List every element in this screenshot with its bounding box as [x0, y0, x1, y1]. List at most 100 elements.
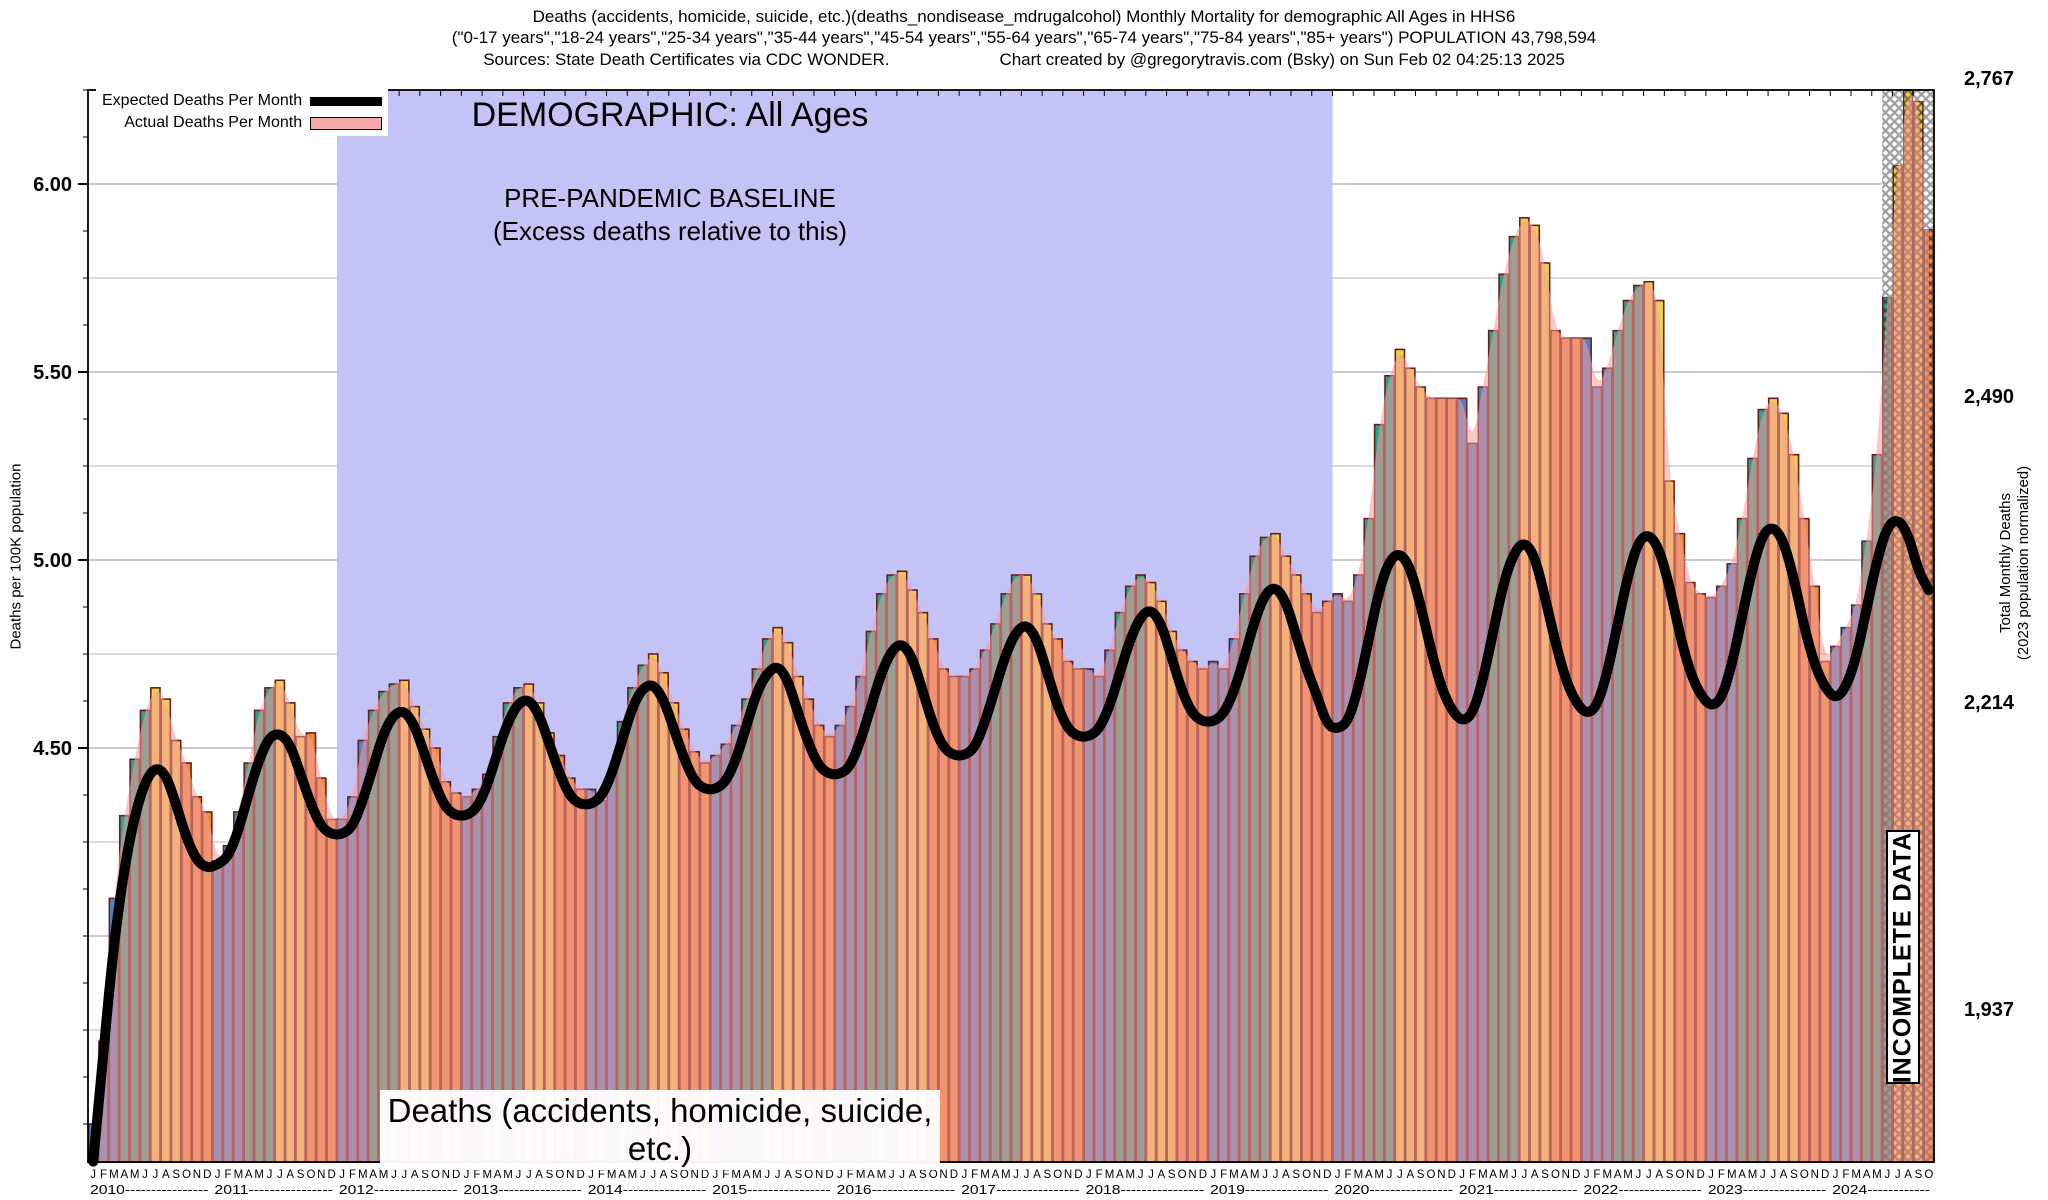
month-letter: J [713, 1169, 719, 1181]
month-letter: F [1469, 1169, 1476, 1181]
month-letter: D [825, 1169, 833, 1181]
month-letter: A [784, 1169, 792, 1181]
month-letter: O [804, 1169, 813, 1181]
month-letter: N [1188, 1169, 1196, 1181]
month-letter: N [1811, 1169, 1819, 1181]
month-letter: M [130, 1169, 140, 1181]
month-letter: D [950, 1169, 958, 1181]
month-letter: F [1718, 1169, 1725, 1181]
month-letter: A [1158, 1169, 1166, 1181]
month-letter: F [1096, 1169, 1103, 1181]
month-letter: F [349, 1169, 356, 1181]
month-letter: J [1387, 1169, 1393, 1181]
month-letter: A [1614, 1169, 1622, 1181]
header-sources: Sources: State Death Certificates via CD… [483, 49, 890, 69]
header-credit: Chart created by @gregorytravis.com (Bsk… [999, 49, 1565, 69]
month-letter: M [628, 1169, 638, 1181]
month-letter: M [379, 1169, 389, 1181]
month-letter: N [566, 1169, 574, 1181]
month-letter: A [1655, 1169, 1663, 1181]
month-letter: O [1302, 1169, 1311, 1181]
month-letter: A [1406, 1169, 1414, 1181]
month-letter: J [899, 1169, 905, 1181]
year-label: 2021---------------- [1459, 1182, 1577, 1197]
month-letter: N [939, 1169, 947, 1181]
month-letter: A [1241, 1169, 1249, 1181]
month-letter: O [1924, 1169, 1933, 1181]
baseline-annotation: PRE-PANDEMIC BASELINE (Excess deaths rel… [330, 182, 1010, 247]
legend-expected-label: Expected Deaths Per Month [102, 92, 303, 109]
month-letter: J [1397, 1169, 1403, 1181]
chart-header: Deaths (accidents, homicide, suicide, et… [0, 6, 2048, 70]
legend-expected-row: Expected Deaths Per Month [102, 90, 383, 112]
expected-deaths-line [88, 516, 1934, 1167]
month-letter: M [1001, 1169, 1011, 1181]
month-letter: A [992, 1169, 1000, 1181]
month-letter: M [1478, 1169, 1488, 1181]
month-letter: J [1273, 1169, 1279, 1181]
year-label: 2012---------------- [339, 1182, 457, 1197]
month-letter: N [193, 1169, 201, 1181]
month-letter: N [1437, 1169, 1445, 1181]
month-letter: S [546, 1169, 554, 1181]
month-letter: S [421, 1169, 429, 1181]
right-tick-label: 2,490 [1964, 386, 2014, 408]
month-letter: D [1323, 1169, 1331, 1181]
left-tick-label: 6.00 [33, 174, 72, 196]
month-letter: J [1511, 1169, 1517, 1181]
month-letter: A [286, 1169, 294, 1181]
month-letter: M [731, 1169, 741, 1181]
month-letter: A [1738, 1169, 1746, 1181]
month-letter: O [1178, 1169, 1187, 1181]
month-letter: O [1675, 1169, 1684, 1181]
month-letter: D [1821, 1169, 1829, 1181]
month-letter: A [1282, 1169, 1290, 1181]
chart-bottom-title: Deaths (accidents, homicide, suicide, et… [380, 1090, 940, 1170]
month-letter: J [650, 1169, 656, 1181]
month-letter: A [1780, 1169, 1788, 1181]
month-letter: J [464, 1169, 470, 1181]
month-letter: F [847, 1169, 854, 1181]
month-letter: D [203, 1169, 211, 1181]
legend-actual-label: Actual Deaths Per Month [124, 114, 303, 131]
month-letter: O [306, 1169, 315, 1181]
month-letter: M [1105, 1169, 1115, 1181]
month-letter: M [607, 1169, 617, 1181]
year-label: 2024------------ [1832, 1182, 1930, 1197]
month-letter: M [1623, 1169, 1633, 1181]
month-letter: J [277, 1169, 283, 1181]
month-letter: F [224, 1169, 231, 1181]
right-axis-title-line2: (2023 population normalized) [2015, 465, 2032, 661]
month-letter: A [120, 1169, 128, 1181]
month-letter: O [431, 1169, 440, 1181]
month-letter: A [535, 1169, 543, 1181]
month-letter: A [1116, 1169, 1124, 1181]
incomplete-data-label: INCOMPLETE DATA [1886, 830, 1920, 1084]
month-letter: D [1448, 1169, 1456, 1181]
month-letter: A [1033, 1169, 1041, 1181]
baseline-annotation-line1: PRE-PANDEMIC BASELINE [504, 183, 836, 213]
month-letter: O [1053, 1169, 1062, 1181]
month-letter: M [1872, 1169, 1882, 1181]
month-letter: J [1459, 1169, 1465, 1181]
month-letter: A [618, 1169, 626, 1181]
month-letter: M [254, 1169, 264, 1181]
left-tick-label: 5.50 [33, 362, 72, 384]
year-label: 2014---------------- [588, 1182, 706, 1197]
month-letter: S [1790, 1169, 1798, 1181]
month-letter: N [1686, 1169, 1694, 1181]
month-letter: J [1760, 1169, 1766, 1181]
month-letter: D [1199, 1169, 1207, 1181]
month-letter: M [358, 1169, 368, 1181]
month-letter: O [555, 1169, 564, 1181]
month-letter: M [1229, 1169, 1239, 1181]
month-letter: S [172, 1169, 180, 1181]
month-letter: J [1148, 1169, 1154, 1181]
header-line1: Deaths (accidents, homicide, suicide, et… [532, 7, 1516, 26]
month-letter: S [1292, 1169, 1300, 1181]
month-letter: J [1210, 1169, 1216, 1181]
month-letter: M [482, 1169, 492, 1181]
month-letter: N [1313, 1169, 1321, 1181]
month-letter: A [1531, 1169, 1539, 1181]
